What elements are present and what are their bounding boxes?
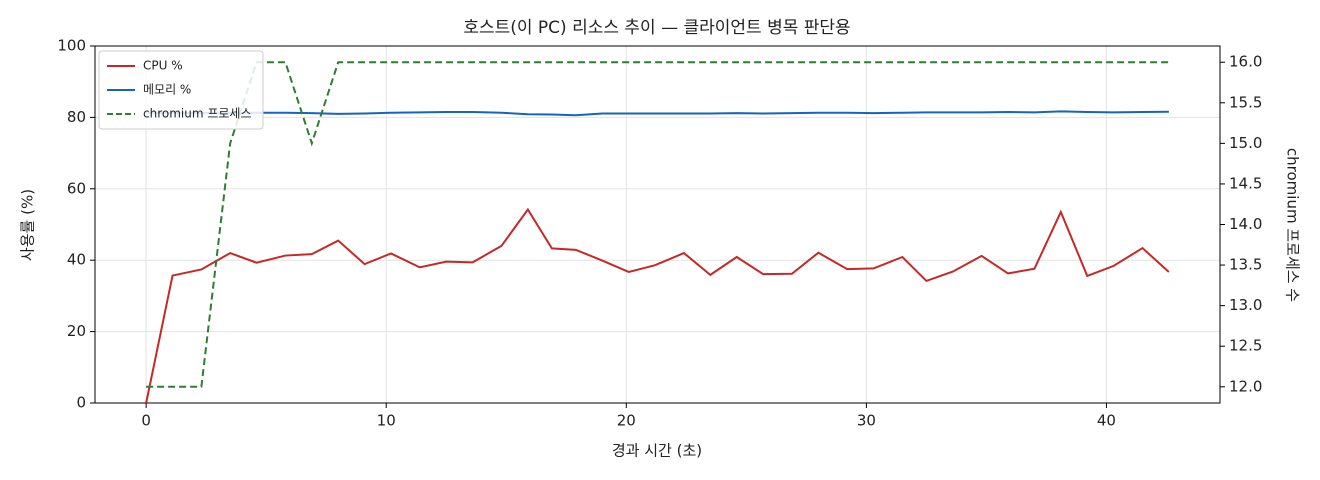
y-tick-label: 0: [76, 394, 86, 412]
legend-label: CPU %: [143, 59, 183, 73]
y2-tick-label: 16.0: [1229, 53, 1262, 71]
y2-tick-label: 14.0: [1229, 215, 1262, 233]
y2-tick-label: 15.0: [1229, 134, 1262, 152]
y2-tick-label: 13.0: [1229, 296, 1262, 314]
plot-frame: [94, 45, 1221, 404]
chart-title: 호스트(이 PC) 리소스 추이 — 클라이언트 병목 판단용: [463, 18, 850, 38]
y2-axis-label: chromium 프로세스 수: [1284, 148, 1302, 302]
y-tick-label: 40: [67, 251, 86, 269]
y-tick-label: 20: [67, 322, 86, 340]
y-axis-label: 사용률 (%): [19, 189, 37, 261]
x-axis-label: 경과 시간 (초): [612, 442, 702, 460]
legend-label: 메모리 %: [143, 83, 191, 97]
legend-label: chromium 프로세스: [143, 107, 252, 121]
y2-tick-label: 12.0: [1229, 377, 1262, 395]
y-tick-label: 60: [67, 179, 86, 197]
y2-tick-label: 13.5: [1229, 256, 1262, 274]
x-tick-label: 20: [617, 412, 636, 430]
series-line: [146, 61, 1169, 388]
x-tick-label: 40: [1097, 412, 1116, 430]
x-tick-label: 10: [377, 412, 396, 430]
y2-tick-label: 12.5: [1229, 337, 1262, 355]
series-line: [146, 110, 1169, 117]
x-tick-label: 30: [857, 412, 876, 430]
series-line: [145, 207, 1170, 404]
legend: CPU % 메모리 % chromium 프로세스: [98, 50, 264, 130]
y2-tick-label: 15.5: [1229, 93, 1262, 111]
x-tick-label: 0: [141, 412, 151, 430]
y-tick-label: 80: [67, 108, 86, 126]
y2-tick-label: 14.5: [1229, 174, 1262, 192]
legend-box: [98, 50, 264, 130]
y-tick-label: 100: [57, 37, 86, 55]
